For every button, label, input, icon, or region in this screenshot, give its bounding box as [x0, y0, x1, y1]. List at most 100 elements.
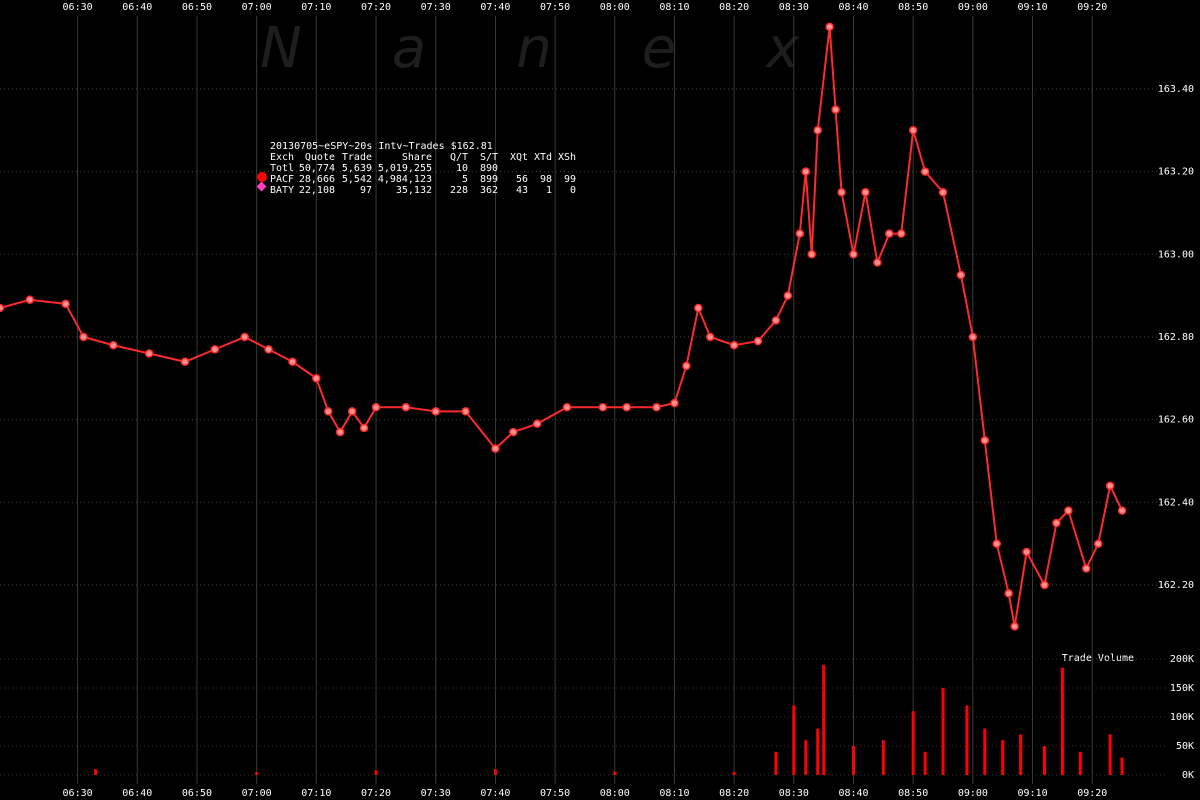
x-tick-label: 07:00 — [242, 2, 272, 13]
table-cell: 0 — [570, 185, 576, 196]
volume-bar — [804, 740, 808, 775]
table-cell: 10 — [456, 163, 468, 174]
price-point — [1040, 580, 1049, 590]
price-point — [61, 299, 70, 309]
x-tick-label: 07:40 — [480, 2, 510, 13]
y-tick-label: 162.80 — [1158, 332, 1194, 343]
price-point — [908, 125, 918, 135]
price-point — [532, 419, 542, 429]
price-point — [670, 398, 679, 408]
price-point — [885, 229, 894, 238]
volume-bar — [1108, 734, 1112, 775]
table-cell: 4,984,123 — [378, 174, 432, 185]
price-point — [753, 336, 763, 346]
table-header: XSh — [558, 152, 576, 163]
volume-tick-label: 100K — [1170, 712, 1194, 723]
legend-title: 20130705~eSPY~20s Intv~Trades $162.81 — [270, 141, 493, 152]
table-cell: 98 — [540, 174, 552, 185]
x-tick-label: 08:00 — [600, 788, 630, 799]
x-tick-label: 09:10 — [1018, 2, 1048, 13]
x-tick-label: 07:40 — [480, 788, 510, 799]
table-cell: 899 — [480, 174, 498, 185]
volume-bar — [792, 705, 796, 775]
price-point — [706, 332, 715, 342]
price-point — [359, 423, 369, 433]
price-point — [0, 303, 5, 313]
volume-bar — [374, 770, 378, 775]
table-cell: 22,108 — [299, 185, 335, 196]
price-point — [938, 188, 948, 197]
price-point — [783, 291, 793, 300]
table-cell: 5 — [462, 174, 468, 185]
table-cell: 28,666 — [299, 174, 335, 185]
volume-bar — [983, 728, 987, 775]
price-point — [849, 250, 858, 259]
x-tick-label: 07:50 — [540, 2, 570, 13]
table-cell: 99 — [564, 174, 576, 185]
price-line — [0, 26, 1123, 627]
volume-bar — [911, 711, 915, 775]
volume-bar — [965, 705, 969, 775]
price-point — [240, 332, 249, 342]
volume-title: Trade Volume — [1062, 653, 1134, 664]
price-point — [801, 167, 811, 176]
volume-tick-label: 50K — [1176, 741, 1194, 752]
table-header: XTd — [534, 152, 552, 163]
price-point — [509, 427, 518, 437]
x-tick-label: 08:30 — [779, 788, 809, 799]
price-point — [324, 407, 333, 416]
price-point — [861, 188, 870, 197]
table-cell: PACF — [270, 174, 294, 185]
price-point — [1022, 547, 1031, 557]
x-tick-label: 09:00 — [958, 788, 988, 799]
table-header: XQt — [510, 152, 528, 163]
price-point — [335, 427, 345, 437]
price-point — [210, 345, 220, 354]
volume-bar — [1120, 757, 1124, 775]
volume-bar — [852, 746, 856, 775]
volume-bar — [493, 769, 497, 775]
x-tick-label: 08:00 — [600, 2, 630, 13]
price-point — [795, 229, 805, 238]
x-tick-label: 09:20 — [1077, 788, 1107, 799]
price-point — [729, 340, 739, 350]
table-cell: 43 — [516, 185, 528, 196]
price-point — [288, 357, 297, 367]
table-cell: 97 — [360, 185, 372, 196]
price-point — [807, 250, 816, 259]
price-point — [1004, 589, 1013, 598]
volume-bar — [923, 751, 927, 775]
price-point — [956, 270, 966, 280]
price-point — [461, 407, 470, 416]
price-point — [431, 407, 440, 416]
table-header: S/T — [480, 152, 498, 163]
x-tick-label: 07:00 — [242, 788, 272, 799]
volume-bar — [816, 728, 820, 775]
table-header: Trade — [342, 152, 372, 163]
table-cell: 56 — [516, 174, 528, 185]
x-tick-label: 08:10 — [659, 2, 689, 13]
price-point — [652, 403, 661, 412]
price-point — [562, 403, 572, 412]
volume-bar — [1001, 740, 1005, 775]
table-cell: 5,639 — [342, 163, 372, 174]
price-point — [1105, 481, 1115, 491]
table-header: Quote — [305, 152, 335, 163]
table-header: Share — [402, 152, 432, 163]
price-point — [491, 444, 500, 453]
volume-bar — [1019, 734, 1023, 775]
volume-bar — [1043, 746, 1047, 775]
table-cell: BATY — [270, 185, 294, 196]
price-point — [682, 361, 691, 371]
volume-tick-label: 0K — [1182, 770, 1194, 781]
y-tick-label: 163.00 — [1158, 249, 1194, 260]
x-tick-label: 08:20 — [719, 788, 749, 799]
x-tick-label: 07:30 — [421, 788, 451, 799]
x-tick-label: 06:30 — [63, 2, 93, 13]
volume-bar — [732, 772, 736, 775]
price-point — [25, 295, 35, 305]
x-tick-label: 07:10 — [301, 788, 331, 799]
